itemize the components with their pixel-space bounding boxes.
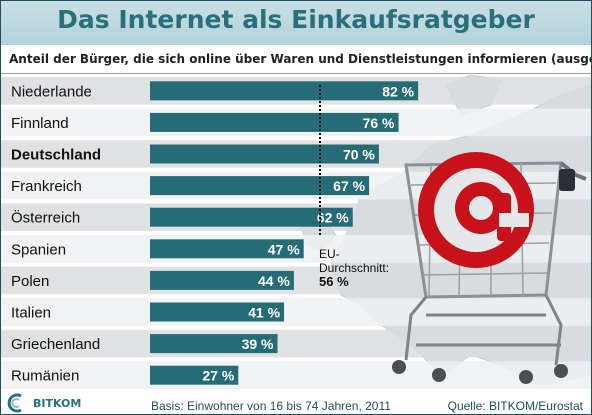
bitkom-logo: BITKOM: [7, 393, 97, 413]
bar: [150, 112, 399, 132]
bar: [150, 239, 304, 259]
title-band: [1, 1, 591, 45]
category-label: Österreich: [11, 209, 80, 227]
category-label: Griechenland: [11, 336, 100, 353]
value-label: 27 %: [202, 368, 234, 384]
category-label: Deutschland: [11, 147, 101, 164]
bar: [150, 81, 419, 101]
value-label: 41 %: [248, 305, 280, 321]
footer-source: Quelle: BITKOM/Eurostat: [447, 399, 583, 413]
row-band: [1, 266, 591, 295]
value-labels: 82 % 76 % 70 % 67 % 62 % 47 % 44 % 41 % 39 % 27 %: [202, 83, 414, 383]
bar: [150, 365, 239, 385]
category-label: Niederlande: [11, 83, 92, 100]
bar-chart: Niederlande Finnland Deutschland Frankreich…: [1, 75, 591, 389]
chart-area: Niederlande Finnland Deutschland Frankreich…: [1, 75, 591, 391]
value-label: 70 %: [343, 147, 375, 163]
value-label: 67 %: [333, 178, 365, 194]
value-label: 39 %: [242, 336, 274, 352]
value-label: 62 %: [317, 210, 349, 226]
category-label: Finnland: [11, 115, 69, 132]
bar: [150, 207, 353, 227]
eu-average-label: EU- Durchschnitt: 56 %: [319, 247, 389, 289]
bitkom-logo-text: BITKOM: [33, 397, 82, 410]
divider: [1, 73, 591, 74]
bar: [150, 270, 294, 290]
eu-average-line: [319, 85, 321, 235]
footer-basis: Basis: Einwohner von 16 bis 74 Jahren, 2…: [151, 399, 391, 413]
eu-average-label-line2: Durchschnitt:: [319, 261, 390, 275]
bars: [150, 81, 419, 385]
shopping-cart-illustration: [392, 152, 587, 384]
bar: [150, 334, 278, 354]
bar: [150, 176, 370, 196]
value-label: 82 %: [382, 83, 414, 99]
chart-subtitle: Anteil der Bürger, die sich online über …: [9, 52, 591, 66]
category-label: Rumänien: [11, 368, 79, 385]
category-label: Italien: [11, 305, 51, 322]
value-label: 47 %: [268, 241, 300, 257]
row-band: [1, 298, 591, 326]
category-label: Spanien: [11, 241, 66, 258]
bar: [150, 144, 379, 164]
value-label: 44 %: [258, 273, 290, 289]
eu-average-label-line1: EU-: [319, 247, 340, 261]
row-band: [1, 361, 591, 389]
value-label: 76 %: [363, 115, 395, 131]
eu-average-value: 56 %: [319, 274, 349, 289]
category-label: Frankreich: [11, 178, 82, 195]
category-label: Polen: [11, 273, 49, 290]
category-labels: Niederlande Finnland Deutschland Frankreich…: [11, 83, 101, 384]
page-title: Das Internet als Einkaufsratgeber: [57, 5, 535, 34]
bitkom-logo-icon: [7, 393, 22, 413]
bar: [150, 302, 285, 322]
